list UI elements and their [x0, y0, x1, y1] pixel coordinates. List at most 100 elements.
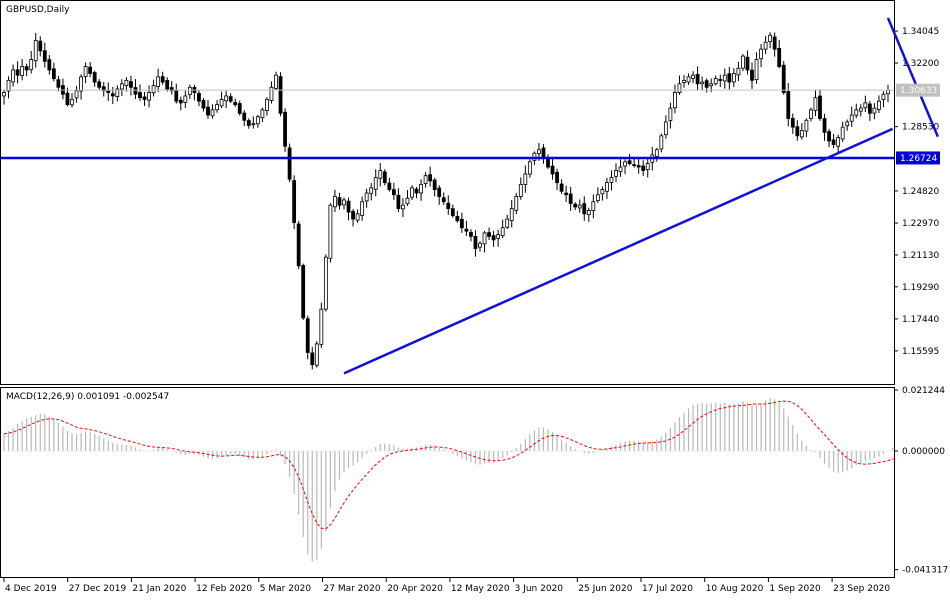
candle: [641, 160, 646, 176]
candle-body: [759, 48, 763, 60]
candle: [333, 189, 337, 212]
candle: [42, 42, 47, 68]
candle-body: [160, 76, 165, 83]
candle: [97, 79, 102, 91]
candle-body: [129, 81, 133, 88]
time-tick-label: 25 Jun 2020: [578, 584, 632, 594]
candle-body: [555, 171, 559, 184]
candle: [478, 241, 482, 252]
candle-body: [441, 197, 446, 203]
candle-body: [854, 109, 859, 116]
candle-body: [446, 202, 451, 210]
candle: [731, 68, 736, 88]
macd-panel[interactable]: [0, 387, 895, 578]
candle: [396, 188, 401, 213]
candle: [360, 196, 365, 221]
time-tick-label: 12 Feb 2020: [196, 584, 252, 594]
candle-body: [24, 66, 29, 71]
candle: [722, 68, 727, 89]
candle: [138, 84, 142, 101]
candle: [292, 175, 297, 230]
candle-body: [704, 80, 709, 88]
candle: [441, 192, 446, 205]
candle-body: [700, 81, 705, 85]
candle-body: [713, 78, 718, 85]
candle-body: [867, 103, 872, 114]
candle: [858, 104, 863, 117]
candle: [197, 89, 201, 107]
time-tick-label: 12 May 2020: [451, 584, 510, 594]
candle-body: [2, 92, 6, 97]
candle-body: [813, 97, 818, 111]
candle-body: [101, 86, 106, 92]
candle: [351, 209, 355, 227]
candle-body: [201, 100, 206, 109]
candle: [686, 73, 691, 85]
candle-body: [274, 74, 278, 89]
candle: [881, 91, 886, 108]
candle-body: [809, 109, 813, 119]
candle: [523, 165, 528, 193]
candle: [541, 144, 546, 164]
candle: [827, 128, 831, 148]
candle: [577, 199, 582, 213]
candle: [391, 182, 396, 200]
candle: [328, 203, 333, 263]
candle-body: [718, 79, 723, 81]
candle: [70, 93, 74, 108]
candle: [33, 33, 38, 68]
candle-body: [183, 95, 188, 103]
candle-body: [246, 120, 251, 126]
candle-body: [591, 201, 596, 212]
candle: [387, 177, 392, 192]
candle: [867, 101, 872, 122]
candle: [736, 61, 741, 82]
candle-body: [654, 149, 659, 157]
candle: [822, 113, 827, 141]
candle-body: [151, 85, 156, 94]
candle-body: [65, 92, 70, 106]
candle-body: [600, 189, 605, 195]
candle: [777, 39, 782, 69]
candle-body: [206, 106, 210, 116]
symbol-label: GBPUSD,Daily: [6, 5, 70, 15]
descending-trendline[interactable]: [886, 17, 940, 138]
candle-body: [228, 96, 233, 102]
candle: [56, 75, 61, 92]
candle: [92, 70, 97, 87]
candle-body: [595, 194, 600, 202]
candle: [595, 187, 600, 203]
candle-body: [342, 199, 346, 206]
candle-body: [505, 218, 510, 228]
candle: [636, 157, 641, 174]
price-panel[interactable]: [0, 0, 895, 385]
candle-body: [6, 79, 11, 92]
candle-body: [106, 90, 111, 93]
level-price-badge: [896, 151, 940, 165]
candle-body: [459, 218, 464, 229]
candle: [518, 177, 523, 200]
candle-body: [741, 55, 745, 69]
candle-body: [636, 165, 641, 168]
candle-body: [691, 74, 695, 79]
ascending-trendline[interactable]: [343, 127, 894, 375]
candle-body: [169, 87, 174, 92]
candle: [623, 159, 627, 174]
candle: [854, 103, 859, 119]
candle: [482, 230, 487, 253]
candle-body: [858, 107, 863, 112]
candle: [15, 61, 20, 84]
candle: [124, 77, 129, 92]
candle: [51, 62, 56, 82]
candle-body: [346, 200, 351, 213]
candle: [659, 133, 664, 153]
candle: [101, 82, 106, 97]
candle-body: [219, 99, 224, 107]
candle-body: [496, 234, 501, 239]
level-price-label: 1.26724: [900, 154, 937, 164]
candle-body: [731, 73, 736, 83]
candle-body: [790, 118, 795, 128]
candle-body: [541, 147, 546, 158]
candle: [142, 91, 147, 106]
